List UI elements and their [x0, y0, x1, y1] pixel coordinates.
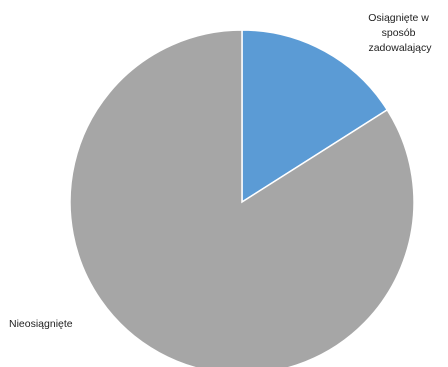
pie-labels: Osiągnięte w sposób zadowalający Nieosią…	[9, 12, 432, 330]
pie-slices	[69, 29, 415, 367]
slice-label-not-achieved: Nieosiągnięte	[9, 318, 73, 330]
slice-label-achieved: Osiągnięte w sposób zadowalający	[368, 12, 432, 54]
pie-slice-achieved	[241, 29, 389, 204]
pie-slice-not-achieved	[69, 29, 415, 367]
